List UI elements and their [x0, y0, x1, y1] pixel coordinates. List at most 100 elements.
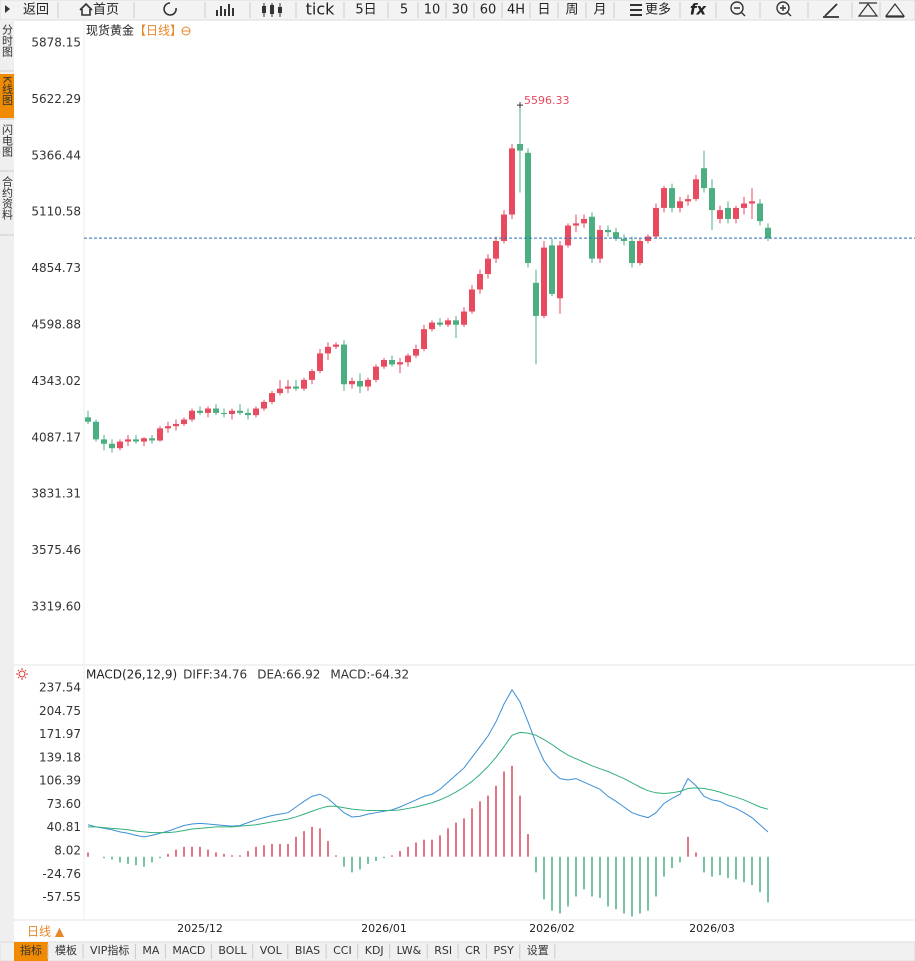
y-tick-label: 3575.46 — [31, 543, 81, 557]
candle-body — [341, 344, 347, 385]
candle-body — [101, 439, 107, 444]
candle-body — [429, 322, 435, 330]
candle-body — [525, 152, 531, 264]
toolbar-button[interactable]: 5 — [400, 3, 408, 18]
bottom-tab[interactable]: LW& — [397, 944, 422, 957]
settings-icon[interactable] — [18, 670, 26, 678]
candle-body — [757, 203, 763, 222]
candle-body — [749, 201, 755, 204]
y-tick-label: 4343.02 — [31, 374, 81, 388]
bottom-tab[interactable]: VOL — [260, 944, 283, 957]
home-icon[interactable] — [79, 2, 93, 16]
candle-body — [613, 232, 619, 239]
bottom-tab[interactable]: VIP指标 — [90, 943, 129, 957]
period-box[interactable] — [14, 922, 84, 941]
candle-body — [373, 366, 379, 380]
candle-body — [621, 238, 627, 241]
candle-body — [645, 236, 651, 241]
zoom-in-icon[interactable] — [780, 5, 792, 17]
toolbar-button[interactable]: 更多 — [645, 2, 671, 18]
max-marker — [517, 102, 523, 109]
toolbar-button[interactable]: 4H — [507, 3, 525, 18]
zoom-out-icon[interactable] — [734, 7, 746, 17]
bottom-tab[interactable]: 设置 — [527, 944, 549, 957]
side-bar — [0, 20, 14, 942]
toolbar-button[interactable]: 返回 — [23, 3, 49, 18]
toolbar-button[interactable]: 5日 — [355, 3, 376, 18]
bottom-tab[interactable]: CR — [465, 944, 481, 957]
candle-body — [149, 438, 155, 441]
candle-body — [117, 441, 123, 449]
toolbar-button[interactable]: fx — [690, 1, 708, 19]
bottom-tab[interactable]: MACD — [172, 944, 205, 957]
x-tick-label: 2026/03 — [689, 922, 735, 935]
toolbar-button[interactable]: tick — [306, 0, 336, 19]
candle-body — [477, 274, 483, 290]
bottom-tab[interactable]: 模板 — [55, 943, 77, 957]
zoom-in-icon[interactable] — [776, 1, 790, 15]
candle-body — [309, 371, 315, 380]
candle-body — [173, 423, 179, 427]
candle-body — [109, 443, 115, 449]
side-tab[interactable]: K线图 — [1, 76, 14, 106]
candle-body — [397, 362, 403, 365]
toolbar-button[interactable]: 60 — [480, 3, 497, 18]
candle-body — [725, 207, 731, 219]
side-tab[interactable]: 合约资料 — [1, 175, 14, 221]
chart-subtitle: 【日线】 — [134, 24, 182, 38]
bottom-tab[interactable]: MA — [142, 944, 159, 957]
bottom-tab[interactable]: PSY — [493, 944, 514, 957]
down-icon[interactable] — [884, 3, 906, 18]
candle-body — [413, 349, 419, 356]
period-label[interactable]: 日线 ▲ — [27, 925, 65, 939]
side-tab[interactable]: 闪电图 — [1, 123, 14, 158]
settings-icon[interactable] — [16, 668, 28, 680]
zoom-out-icon[interactable] — [730, 1, 744, 15]
toolbar-button[interactable]: 日 — [537, 3, 550, 18]
candle-body — [493, 240, 499, 259]
y-tick-label: -57.55 — [42, 890, 81, 904]
candle-body — [317, 353, 323, 372]
candle-body — [165, 426, 171, 429]
y-tick-label: 139.18 — [39, 750, 81, 764]
y-tick-label: 106.39 — [39, 774, 81, 788]
side-tab[interactable]: 分时图 — [1, 24, 14, 58]
candle-body — [277, 388, 283, 394]
candle-body — [253, 408, 259, 416]
bottom-tab[interactable]: RSI — [434, 944, 452, 957]
menu-icon[interactable] — [630, 4, 642, 16]
candle-body — [677, 201, 683, 208]
toolbar-button[interactable]: 30 — [452, 3, 469, 18]
y-tick-label: 73.60 — [47, 797, 81, 811]
bottom-tab[interactable]: KDJ — [365, 944, 384, 957]
candle-body — [437, 322, 443, 325]
toolbar-button[interactable]: 首页 — [93, 3, 119, 18]
candle-body — [365, 379, 371, 387]
bottom-tab[interactable]: CCI — [333, 944, 352, 957]
up-icon[interactable] — [857, 2, 879, 17]
toolbar-button[interactable]: 月 — [593, 3, 606, 18]
bottom-tab[interactable]: 指标 — [20, 943, 42, 957]
candle-body — [237, 410, 243, 413]
candle-body — [157, 428, 163, 441]
bottom-bar — [0, 941, 915, 961]
refresh-icon[interactable] — [163, 2, 177, 16]
candle-body — [533, 282, 539, 316]
toolbar-button[interactable]: 10 — [424, 3, 441, 18]
candle-body — [301, 379, 307, 389]
candle-icon[interactable] — [262, 5, 282, 14]
candle-body — [445, 320, 451, 325]
candle-body — [557, 245, 563, 299]
candle-body — [517, 143, 523, 151]
candle-body — [333, 344, 339, 347]
candle-body — [741, 203, 747, 208]
bottom-tab[interactable]: BOLL — [218, 944, 247, 957]
back-icon[interactable] — [5, 5, 10, 13]
bar-icon[interactable] — [216, 4, 234, 16]
draw-icon[interactable] — [823, 3, 839, 18]
y-tick-label: 8.02 — [54, 844, 81, 858]
candle-body — [381, 360, 387, 367]
toolbar-button[interactable]: 周 — [565, 3, 578, 18]
bottom-tab[interactable]: BIAS — [295, 944, 320, 957]
candle-body — [701, 168, 707, 189]
